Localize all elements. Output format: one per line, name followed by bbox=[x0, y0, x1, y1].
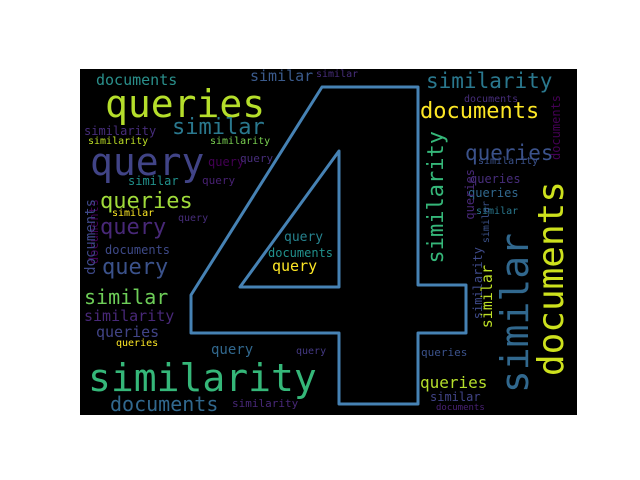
word: similarity bbox=[88, 356, 317, 400]
word: queries bbox=[470, 172, 521, 186]
word: queries bbox=[420, 373, 488, 392]
word: queries bbox=[421, 346, 468, 359]
word: documents bbox=[268, 246, 334, 260]
word: query bbox=[240, 152, 274, 165]
word: query bbox=[90, 140, 205, 184]
word: documents bbox=[464, 94, 519, 105]
word: queries bbox=[116, 338, 159, 349]
word: documents bbox=[436, 403, 485, 413]
word: queries bbox=[465, 141, 554, 165]
word-cloud-canvas: documents similar similar similarity que… bbox=[80, 69, 577, 415]
word: similarity bbox=[232, 397, 299, 410]
word: similar bbox=[316, 69, 359, 80]
word: query bbox=[272, 257, 318, 275]
word: query bbox=[202, 174, 236, 187]
word: documents bbox=[549, 95, 563, 161]
word: similarity bbox=[210, 136, 271, 147]
word: similar bbox=[172, 115, 265, 140]
word: query bbox=[284, 230, 324, 245]
word: similarity bbox=[88, 136, 149, 147]
word: queries bbox=[468, 186, 519, 200]
word: similar bbox=[476, 206, 519, 217]
word: documents bbox=[531, 181, 572, 377]
word: similarity bbox=[84, 124, 157, 138]
word: similar bbox=[128, 174, 179, 188]
word: queries bbox=[105, 82, 266, 126]
word: documents bbox=[105, 243, 171, 257]
word: similarity bbox=[478, 156, 539, 167]
word: similarity bbox=[84, 307, 175, 325]
word: query bbox=[100, 215, 167, 240]
word: documents bbox=[83, 199, 99, 275]
word: query bbox=[178, 213, 209, 224]
word: documents bbox=[420, 99, 540, 124]
word: similarity bbox=[426, 69, 553, 93]
word: similar bbox=[112, 208, 155, 219]
word: queries bbox=[100, 189, 193, 214]
word: similar bbox=[478, 265, 496, 329]
word: queries bbox=[96, 323, 160, 341]
word: documents bbox=[110, 392, 219, 415]
word: queries bbox=[463, 169, 477, 220]
word: query bbox=[102, 255, 169, 280]
word: documents bbox=[96, 71, 178, 89]
word: query bbox=[296, 346, 327, 357]
word: similar bbox=[493, 233, 537, 394]
word: similar bbox=[430, 390, 481, 404]
word: query bbox=[208, 155, 245, 169]
word: similar bbox=[84, 285, 169, 309]
word: similarity bbox=[424, 131, 449, 264]
word: query bbox=[211, 342, 254, 358]
digit-four-outline bbox=[189, 85, 468, 406]
word: similar bbox=[250, 69, 314, 85]
